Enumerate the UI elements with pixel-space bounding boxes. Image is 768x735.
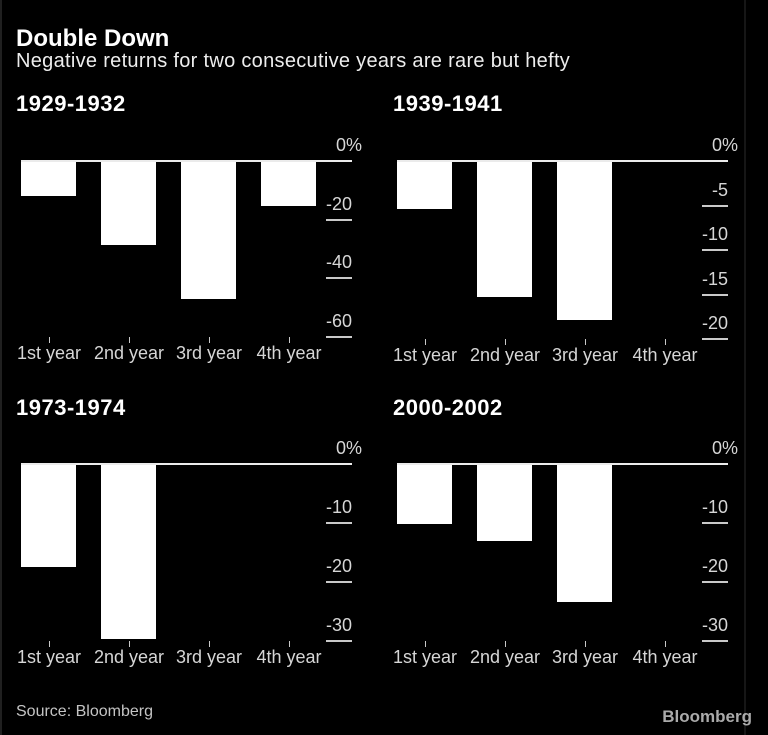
chart-title: 1939-1941 [393,91,503,116]
bar-2nd-year [477,464,532,541]
y-tick-label: -20 [325,194,352,214]
bar-2nd-year [101,161,156,245]
bar-3rd-year [557,464,612,602]
y-tick-label: -10 [701,224,728,244]
bar-2nd-year [101,464,156,639]
bar-1st-year [397,464,452,524]
bar-2nd-year [477,161,532,297]
x-axis-zero-line [397,463,728,465]
x-tick-mark [585,641,586,647]
y-tick-mark [702,249,728,251]
y-tick-label: 0% [335,438,362,458]
y-tick-mark [326,277,352,279]
x-category-label: 3rd year [551,647,619,667]
bar-3rd-year [557,161,612,320]
x-tick-mark [129,641,130,647]
x-tick-mark [505,641,506,647]
x-axis-zero-line [21,160,352,162]
y-tick-mark [326,522,352,524]
page-title: Double Down [16,25,170,52]
x-tick-mark [289,641,290,647]
bar-3rd-year [181,161,236,299]
chart-title: 1929-1932 [16,91,126,116]
y-tick-mark [702,581,728,583]
y-tick-mark [702,338,728,340]
x-tick-mark [585,339,586,345]
x-category-label: 4th year [632,647,698,667]
bar-4th-year [261,161,316,206]
chart-title: 2000-2002 [393,395,503,420]
x-category-label: 4th year [632,345,698,365]
bar-1st-year [21,464,76,567]
x-category-label: 4th year [256,647,322,667]
x-tick-mark [505,339,506,345]
y-tick-label: -15 [701,269,728,289]
x-category-label: 4th year [256,343,322,363]
y-tick-label: -10 [325,497,352,517]
y-tick-label: -40 [325,252,352,272]
x-category-label: 3rd year [175,647,243,667]
y-tick-mark [702,294,728,296]
x-tick-mark [129,337,130,343]
x-axis-zero-line [21,463,352,465]
x-category-label: 2nd year [93,343,165,363]
y-tick-label: -30 [325,615,352,635]
y-tick-mark [702,522,728,524]
x-tick-mark [49,337,50,343]
x-tick-mark [289,337,290,343]
x-category-label: 3rd year [175,343,243,363]
y-tick-mark [326,640,352,642]
y-tick-label: -20 [325,556,352,576]
y-tick-label: -20 [701,556,728,576]
y-tick-mark [326,581,352,583]
x-category-label: 2nd year [93,647,165,667]
x-category-label: 1st year [392,647,458,667]
y-tick-label: -10 [701,497,728,517]
y-tick-label: -5 [711,180,728,200]
x-tick-mark [49,641,50,647]
x-category-label: 2nd year [469,647,541,667]
x-tick-mark [425,339,426,345]
left-edge-divider [0,0,2,735]
x-category-label: 3rd year [551,345,619,365]
x-tick-mark [425,641,426,647]
x-tick-mark [665,641,666,647]
source-label: Source: Bloomberg [16,703,153,720]
x-category-label: 1st year [392,345,458,365]
y-tick-mark [326,336,352,338]
y-tick-mark [702,205,728,207]
y-tick-label: 0% [335,135,362,155]
x-category-label: 1st year [16,647,82,667]
x-tick-mark [209,641,210,647]
bloomberg-logo: Bloomberg [662,707,752,726]
x-category-label: 1st year [16,343,82,363]
y-tick-label: 0% [711,438,738,458]
y-tick-mark [326,219,352,221]
x-tick-mark [665,339,666,345]
bar-1st-year [397,161,452,209]
y-tick-mark [702,640,728,642]
bar-1st-year [21,161,76,196]
chart-title: 1973-1974 [16,395,126,420]
y-tick-label: -30 [701,615,728,635]
x-category-label: 2nd year [469,345,541,365]
page-subtitle: Negative returns for two consecutive yea… [16,50,571,72]
x-tick-mark [209,337,210,343]
y-tick-label: 0% [711,135,738,155]
x-axis-zero-line [397,160,728,162]
y-tick-label: -20 [701,313,728,333]
y-tick-label: -60 [325,311,352,331]
right-edge-divider [744,0,746,735]
